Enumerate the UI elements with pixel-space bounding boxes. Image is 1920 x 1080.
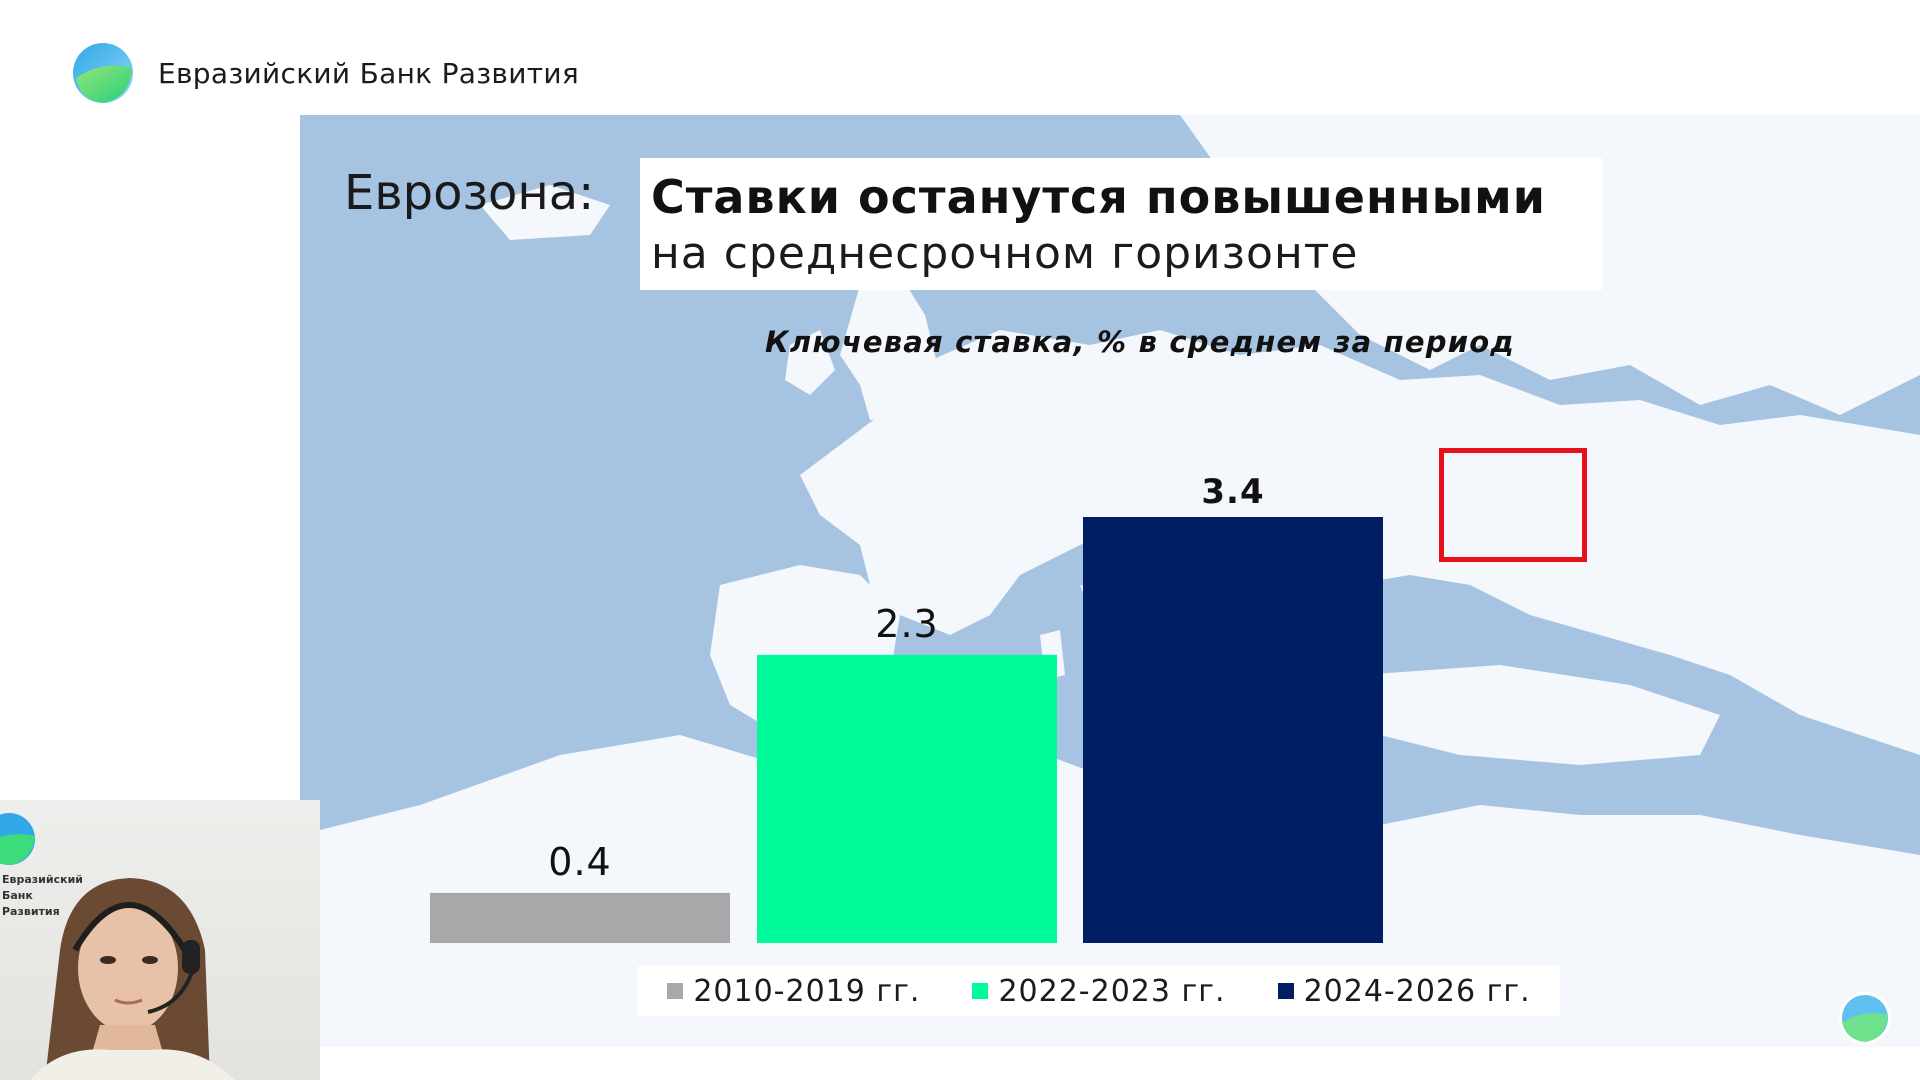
legend-swatch-1: [667, 983, 684, 999]
chart-title: Ключевая ставка, % в среднем за период: [764, 325, 1516, 359]
legend-label-3: 2024-2026 гг.: [1303, 973, 1531, 1009]
highlight-annotation-box: [1439, 448, 1587, 562]
legend-label-1: 2010-2019 гг.: [693, 973, 921, 1009]
legend-item-2: 2022-2023 гг.: [972, 974, 1225, 1009]
slide-title-box: [640, 158, 1602, 290]
webcam-bank-logo-icon: [0, 813, 35, 865]
legend-swatch-2: [972, 983, 989, 999]
bar-3: [1083, 517, 1383, 943]
slide-title-sub: на среднесрочном горизонте: [651, 228, 1359, 279]
bar-1: [430, 892, 730, 943]
bar-value-label-2: 2.3: [875, 602, 938, 646]
webcam-video: Евразийский Банк Развития: [0, 800, 320, 1080]
legend-item-3: 2024-2026 гг.: [1277, 973, 1531, 1009]
bar-value-label-1: 0.4: [548, 840, 611, 884]
slide: 0.4 2.3 3.4 Еврозона: Ставки останутся пов…: [300, 115, 1920, 1047]
legend-item-1: 2010-2019 гг.: [667, 974, 920, 1009]
slide-title-prefix: Еврозона:: [344, 165, 595, 221]
bar-2: [757, 654, 1057, 943]
bank-logo-icon: [73, 43, 133, 103]
bar-value-label-3: 3.4: [1201, 472, 1264, 512]
chart-legend: 2010-2019 гг. 2022-2023 гг. 2024-2026 гг.: [638, 966, 1560, 1016]
corner-logo-icon: [1839, 992, 1891, 1044]
webcam-brand-text: Евразийский Банк Развития: [2, 873, 83, 918]
chart-plot: 0.4 2.3 3.4: [430, 472, 1383, 943]
presenter-person: [30, 878, 235, 1080]
legend-swatch-3: [1277, 983, 1294, 999]
legend-label-2: 2022-2023 гг.: [998, 973, 1226, 1009]
slide-title-main: Ставки останутся повышенными: [651, 170, 1546, 224]
brand-header: Евразийский Банк Развития: [70, 38, 579, 108]
brand-name: Евразийский Банк Развития: [158, 56, 579, 90]
